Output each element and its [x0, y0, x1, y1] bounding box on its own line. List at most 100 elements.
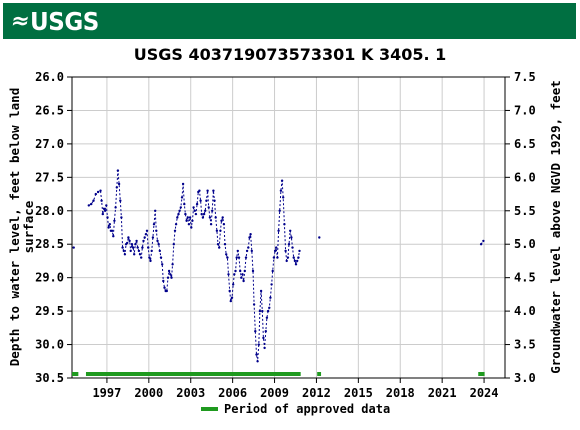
x-tick-label: 2018: [386, 386, 415, 400]
x-tick-label: 2015: [344, 386, 373, 400]
data-point: [120, 216, 123, 219]
data-point: [278, 209, 281, 212]
data-point: [123, 253, 127, 256]
data-point: [289, 229, 292, 232]
data-point: [287, 243, 291, 246]
data-point: [247, 246, 250, 249]
data-point: [292, 256, 295, 259]
data-point: [202, 212, 206, 216]
y-axis-left: 26.0 26.5 27.0 27.5 28.0 28.5 29.0 29.5 30.0 30.5: [35, 70, 72, 385]
data-point: [179, 206, 182, 209]
data-point: [187, 223, 191, 226]
y-tick-label-left: 28.5: [35, 237, 64, 251]
data-point: [240, 276, 243, 279]
data-point: [190, 226, 193, 229]
usgs-logo-text: USGS: [30, 6, 100, 36]
data-point: [166, 276, 170, 279]
y-tick-label-left: 29.5: [35, 304, 64, 318]
data-point: [121, 246, 124, 249]
data-point: [262, 336, 265, 340]
data-point: [283, 223, 286, 226]
data-point: [482, 239, 485, 243]
data-point: [191, 219, 194, 222]
data-point: [142, 239, 145, 243]
y-tick-label-left: 27.0: [35, 137, 64, 151]
data-point: [284, 249, 287, 253]
x-tick-label: 2021: [428, 386, 457, 400]
data-point: [282, 196, 285, 199]
data-point: [122, 249, 126, 253]
data-point: [130, 243, 134, 246]
data-point: [297, 256, 300, 259]
y-tick-label-right: 6.5: [514, 137, 536, 151]
data-point: [133, 253, 136, 256]
data-point: [152, 223, 156, 226]
data-point: [221, 216, 224, 219]
chart-title: USGS 403719073573301 K 3405. 1: [134, 45, 447, 64]
data-point: [186, 216, 189, 219]
data-point: [193, 209, 196, 212]
data-point: [96, 190, 100, 194]
data-point: [151, 236, 155, 239]
y-axis-right: 7.5 7.0 6.5 6.0 5.5 5.0 4.5 4.0 3.5 3.0: [505, 70, 536, 385]
data-point: [156, 239, 159, 243]
data-point: [129, 249, 132, 253]
data-point: [243, 269, 246, 273]
data-point: [116, 169, 120, 172]
usgs-banner: ≈ USGS: [3, 3, 576, 39]
data-point: [212, 189, 215, 192]
data-point: [293, 259, 297, 263]
data-point: [225, 253, 228, 256]
data-point: [273, 249, 277, 253]
data-point: [268, 306, 271, 309]
data-point: [236, 249, 239, 253]
data-point: [117, 182, 121, 186]
data-point: [106, 216, 109, 219]
x-tick-label: 1997: [92, 386, 121, 400]
data-point: [136, 246, 139, 249]
data-point: [194, 212, 198, 216]
data-point: [205, 199, 208, 202]
data-point: [244, 256, 248, 259]
y-tick-label-right: 7.5: [514, 70, 536, 84]
data-point: [94, 192, 98, 196]
data-point: [286, 256, 290, 259]
y-tick-label-right: 3.5: [514, 338, 536, 352]
data-point: [195, 202, 199, 206]
data-point: [181, 182, 185, 186]
data-point: [141, 246, 144, 249]
data-point: [241, 273, 244, 276]
y-tick-label-right: 3.0: [514, 371, 536, 385]
data-point: [242, 279, 245, 283]
data-point: [169, 273, 172, 276]
data-point: [105, 204, 108, 207]
data-point: [214, 216, 217, 219]
x-tick-label: 2009: [260, 386, 289, 400]
data-point: [272, 256, 276, 259]
data-point: [275, 246, 278, 249]
data-point: [218, 246, 221, 249]
data-point: [269, 296, 272, 299]
grid-lines: [72, 76, 505, 379]
data-point: [103, 209, 107, 212]
data-point: [110, 229, 114, 232]
data-point: [154, 209, 157, 212]
data-point: [261, 309, 264, 313]
series-line: [88, 170, 300, 362]
data-point: [271, 269, 274, 273]
data-point: [159, 256, 163, 259]
data-point: [276, 256, 279, 259]
data-point: [183, 202, 186, 206]
data-point: [178, 209, 181, 212]
data-point: [200, 212, 203, 216]
data-point: [219, 229, 222, 232]
data-point: [147, 246, 150, 249]
data-point: [216, 243, 220, 246]
y-axis-left-label-line1: Depth to water level, feet below land: [7, 88, 22, 366]
data-point: [280, 179, 284, 182]
data-point: [279, 189, 283, 192]
data-point: [167, 269, 171, 273]
legend-label: Period of approved data: [224, 402, 390, 416]
data-point: [171, 263, 174, 266]
